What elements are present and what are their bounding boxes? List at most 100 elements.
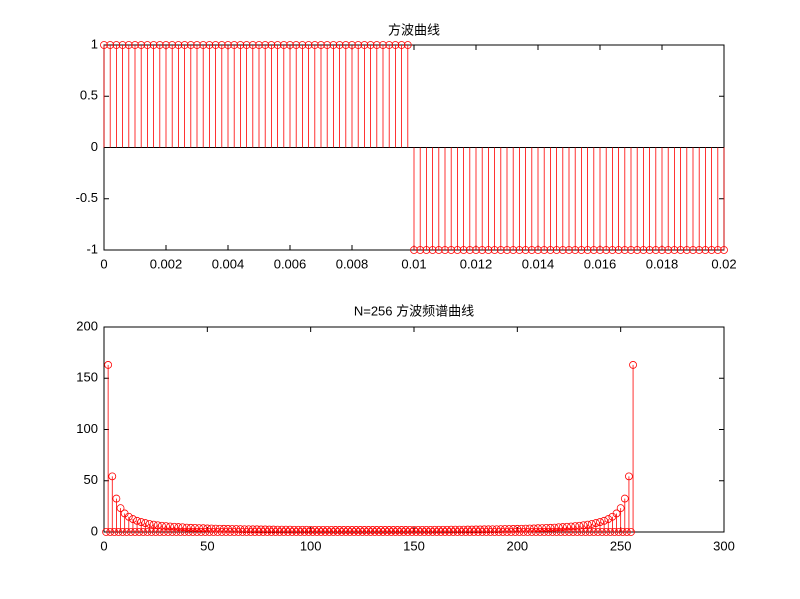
stem-marker [707, 246, 716, 254]
stem-marker [236, 525, 245, 534]
x-tick-label: 0.002 [150, 256, 183, 271]
stem-marker [602, 246, 611, 254]
stem-marker [217, 41, 226, 49]
stem-marker [600, 516, 609, 525]
x-tick-label: 0.01 [401, 256, 426, 271]
stem-marker [606, 528, 615, 536]
stem-marker [199, 524, 208, 533]
stem-marker [682, 246, 691, 254]
stem-marker [614, 528, 623, 536]
stem-marker [558, 246, 567, 254]
stem-marker [329, 41, 338, 49]
y-tick-label: -0.5 [76, 190, 98, 205]
x-tick-label: 200 [506, 538, 528, 553]
stem-marker [116, 504, 125, 513]
stem-marker [618, 528, 627, 536]
stem-marker [622, 528, 631, 536]
stem-marker [360, 41, 369, 49]
x-tick-label: 250 [610, 538, 632, 553]
stem-marker [129, 515, 137, 523]
stem-marker [323, 41, 332, 49]
stem-marker [550, 523, 559, 532]
stem-marker [594, 528, 602, 536]
stem-marker [428, 246, 437, 254]
stem-marker [124, 512, 133, 521]
stem-marker [162, 41, 170, 49]
stem-marker [180, 41, 189, 49]
stem-marker [563, 522, 571, 531]
stem-marker [124, 41, 133, 49]
x-tick-label: 0.02 [711, 256, 736, 271]
stem-marker [403, 41, 412, 49]
stem-marker [556, 528, 565, 536]
stem-marker [585, 528, 594, 536]
y-tick-label: 0.5 [80, 88, 98, 103]
stem-marker [544, 528, 553, 536]
stem-marker [434, 246, 443, 254]
stem-marker [106, 528, 115, 536]
stem-marker [577, 246, 586, 254]
stem-marker [422, 246, 431, 254]
stem-marker [149, 41, 158, 49]
stem-marker [118, 41, 127, 49]
stem-marker [160, 528, 168, 536]
stem-marker [379, 41, 387, 49]
stem-marker [166, 522, 175, 531]
chart-title: 方波曲线 [388, 22, 440, 37]
stem-marker [616, 504, 625, 513]
stem-marker [193, 41, 201, 49]
stem-marker [720, 246, 728, 254]
stem-marker [137, 41, 146, 49]
stem-marker [596, 518, 604, 526]
stem-marker [141, 519, 150, 527]
x-tick-label: 0.012 [460, 256, 493, 271]
x-tick-label: 150 [403, 538, 425, 553]
stem-marker [534, 246, 542, 254]
stem-marker [521, 246, 530, 254]
chart-title: N=256 方波频谱曲线 [354, 303, 474, 318]
stem-marker [191, 524, 199, 532]
x-tick-label: 0.004 [212, 256, 245, 271]
stem-marker [701, 246, 710, 254]
stem-marker [571, 522, 580, 531]
stem-marker [546, 523, 555, 532]
stem-marker [317, 41, 325, 49]
stem-marker [664, 246, 673, 254]
stem-marker [180, 528, 189, 536]
stem-marker [459, 246, 468, 254]
x-tick-label: 0 [100, 538, 107, 553]
stem-marker [131, 528, 139, 536]
stem-marker [542, 524, 551, 532]
stem-marker [155, 41, 164, 49]
axes-frame [103, 326, 725, 533]
stem-marker [546, 246, 555, 254]
stem-marker [490, 528, 499, 536]
stem-marker [108, 472, 117, 481]
stem-marker [540, 528, 549, 536]
stem-marker [193, 528, 201, 536]
stem-marker [490, 246, 499, 254]
y-tick-label: 50 [84, 472, 98, 487]
stem-marker [552, 528, 561, 536]
stem-marker [188, 528, 197, 536]
stem-marker [534, 524, 542, 533]
stem-marker [197, 528, 206, 536]
stem-marker [494, 528, 503, 536]
stem-marker [292, 41, 301, 49]
stem-marker [168, 528, 177, 536]
stem-marker [248, 41, 257, 49]
stem-marker [211, 41, 220, 49]
stem-marker [184, 528, 193, 536]
stem-marker [100, 41, 108, 49]
stem-marker [453, 246, 462, 254]
x-tick-label: 0.008 [336, 256, 369, 271]
stem-marker [114, 528, 123, 536]
stem-marker [143, 528, 152, 536]
stem-marker [145, 520, 154, 528]
x-tick-label: 0.006 [274, 256, 307, 271]
stem-marker [385, 41, 394, 49]
stem-marker [610, 528, 619, 536]
stem-marker [335, 41, 344, 49]
stem-marker [608, 246, 617, 254]
